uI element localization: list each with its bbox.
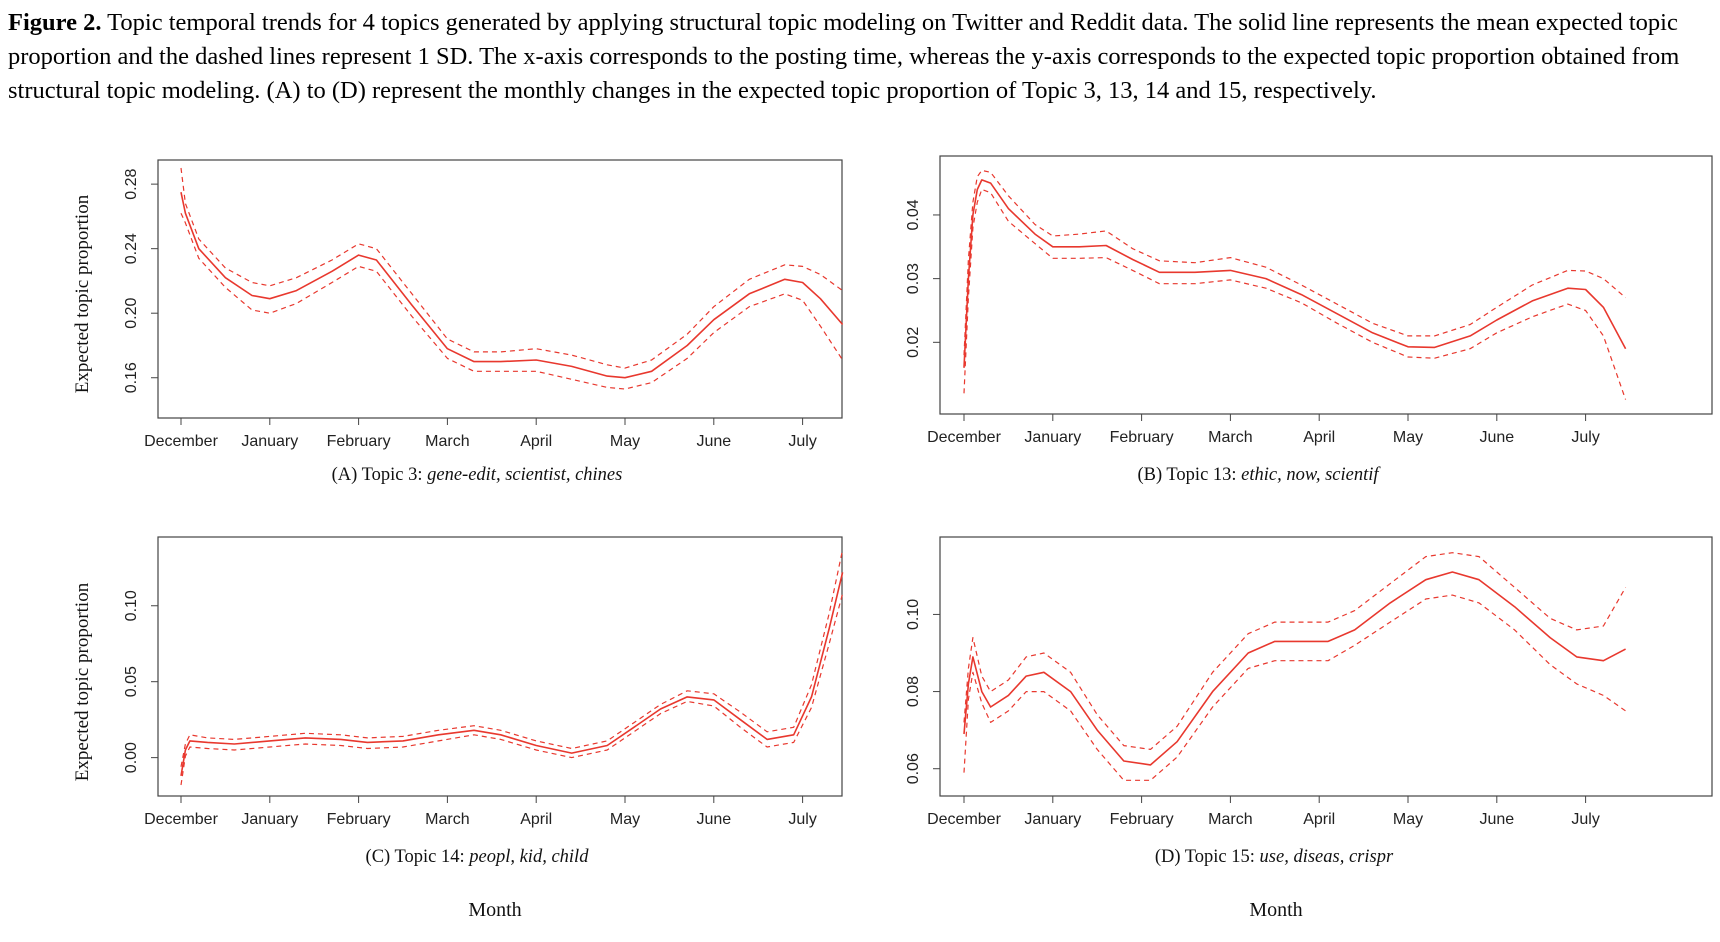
subtitle-terms-a: gene-edit, scientist, chines <box>427 465 622 485</box>
chart-panel-c: December January February March April May June… <box>72 536 844 921</box>
chart-subtitle-d: (D) Topic 15: use, diseas, crispr <box>1155 847 1394 867</box>
x-tick-label-d: July <box>1571 811 1599 828</box>
plot-frame-c <box>157 536 843 797</box>
plot-frame-d <box>939 536 1713 797</box>
y-tick-label-a: 0.20 <box>123 298 140 329</box>
chart-subtitle-a: (A) Topic 3: gene-edit, scientist, chine… <box>332 465 623 485</box>
x-tick-label-c: January <box>241 811 298 828</box>
x-tick-label-a: January <box>241 433 298 450</box>
x-tick-label-b: April <box>1303 429 1335 446</box>
x-tick-label-b: June <box>1479 429 1514 446</box>
subtitle-topic-d: (D) Topic 15: <box>1155 847 1260 867</box>
y-tick-label-b: 0.04 <box>905 199 922 230</box>
series-line-mean-d <box>963 571 1626 766</box>
y-tick-label-c: 0.00 <box>123 742 140 773</box>
y-tick-label-d: 0.08 <box>905 676 922 707</box>
series-line-mean-c <box>180 572 844 777</box>
series-line-upper-c <box>180 549 844 767</box>
x-tick-label-d: February <box>1110 811 1174 828</box>
x-tick-label-b: January <box>1024 429 1081 446</box>
y-tick-label-a: 0.28 <box>123 168 140 199</box>
x-tick-label-a: July <box>788 433 816 450</box>
x-tick-label-a: December <box>144 433 218 450</box>
series-line-lower-b <box>963 188 1627 400</box>
y-tick-label-b: 0.02 <box>905 327 922 358</box>
x-tick-label-d: January <box>1024 811 1081 828</box>
chart-subtitle-c: (C) Topic 14: peopl, kid, child <box>366 847 590 867</box>
x-tick-label-d: May <box>1393 811 1423 828</box>
series-line-mean-b <box>963 179 1627 368</box>
plot-frame-b <box>939 155 1713 415</box>
x-tick-label-b: July <box>1571 429 1599 446</box>
x-tick-label-c: June <box>696 811 731 828</box>
subtitle-terms-d: use, diseas, crispr <box>1260 847 1394 867</box>
x-tick-label-c: February <box>327 811 391 828</box>
x-axis-label-c: Month <box>468 899 521 921</box>
x-axis-label-d: Month <box>1249 899 1302 921</box>
subtitle-topic-b: (B) Topic 13: <box>1137 465 1241 485</box>
figure-caption: Figure 2. Topic temporal trends for 4 to… <box>8 6 1708 108</box>
x-tick-label-c: April <box>520 811 552 828</box>
caption-label: Figure 2. <box>8 9 102 36</box>
chart-panel-a: December January February March April May June… <box>72 159 844 485</box>
series-line-upper-a <box>180 167 843 369</box>
x-tick-label-c: July <box>788 811 816 828</box>
subtitle-terms-b: ethic, now, scientif <box>1241 465 1381 485</box>
x-tick-label-d: April <box>1303 811 1335 828</box>
x-tick-label-a: May <box>610 433 640 450</box>
subtitle-terms-c: peopl, kid, child <box>467 847 589 867</box>
x-tick-label-b: December <box>927 429 1001 446</box>
x-tick-label-a: June <box>696 433 731 450</box>
x-tick-label-a: February <box>327 433 391 450</box>
chart-panel-b: December January February March April May June… <box>905 155 1713 485</box>
x-tick-label-b: February <box>1110 429 1174 446</box>
x-tick-label-b: May <box>1393 429 1423 446</box>
series-line-mean-a <box>180 192 844 379</box>
subtitle-topic-a: (A) Topic 3: <box>332 465 427 485</box>
series-line-lower-a <box>180 212 844 390</box>
x-tick-label-c: March <box>425 811 469 828</box>
series-line-lower-d <box>963 594 1626 781</box>
y-tick-label-c: 0.05 <box>123 666 140 697</box>
y-tick-label-d: 0.06 <box>905 753 922 784</box>
x-tick-label-d: June <box>1479 811 1514 828</box>
x-tick-label-a: March <box>425 433 469 450</box>
x-tick-label-b: March <box>1208 429 1252 446</box>
chart-subtitle-b: (B) Topic 13: ethic, now, scientif <box>1137 465 1381 485</box>
y-tick-label-a: 0.24 <box>123 233 140 264</box>
plot-frame-a <box>157 159 843 419</box>
series-line-upper-b <box>963 169 1626 356</box>
x-tick-label-a: April <box>520 433 552 450</box>
caption-text: Topic temporal trends for 4 topics gener… <box>8 9 1680 104</box>
y-tick-label-a: 0.16 <box>123 362 140 393</box>
y-axis-label-a: Expected topic proportion <box>72 194 93 393</box>
x-tick-label-d: December <box>927 811 1001 828</box>
y-axis-label-c: Expected topic proportion <box>72 582 93 781</box>
subtitle-topic-c: (C) Topic 14: <box>366 847 470 867</box>
y-tick-label-b: 0.03 <box>905 263 922 294</box>
series-line-upper-d <box>963 552 1627 751</box>
series-line-lower-c <box>180 593 844 786</box>
y-tick-label-d: 0.10 <box>905 599 922 630</box>
x-tick-label-c: May <box>610 811 640 828</box>
x-tick-label-c: December <box>144 811 218 828</box>
chart-panel-d: December January February March April May June… <box>905 536 1713 921</box>
y-tick-label-c: 0.10 <box>123 590 140 621</box>
x-tick-label-d: March <box>1208 811 1252 828</box>
